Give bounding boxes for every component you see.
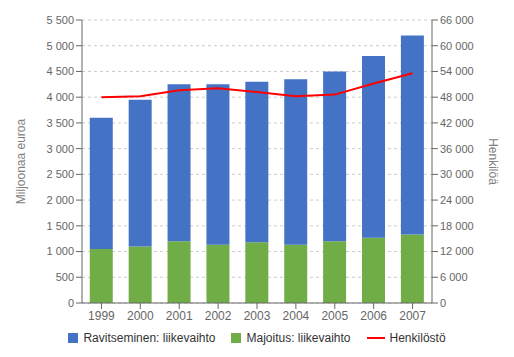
svg-text:54 000: 54 000 bbox=[440, 65, 474, 77]
svg-text:4 000: 4 000 bbox=[46, 91, 74, 103]
svg-text:1999: 1999 bbox=[88, 309, 115, 323]
svg-text:2005: 2005 bbox=[321, 309, 348, 323]
svg-text:2 500: 2 500 bbox=[46, 168, 74, 180]
svg-text:18 000: 18 000 bbox=[440, 220, 474, 232]
svg-text:2002: 2002 bbox=[205, 309, 232, 323]
html-text:Ravitseminen: liikevaihto: Ravitseminen: liikevaihto bbox=[83, 331, 216, 345]
html-text:Majoitus: liikevaihto: Majoitus: liikevaihto bbox=[246, 331, 351, 345]
svg-text:500: 500 bbox=[56, 271, 74, 283]
svg-text:2004: 2004 bbox=[283, 309, 310, 323]
svg-text:2006: 2006 bbox=[360, 309, 387, 323]
svg-text:Henkilöä: Henkilöä bbox=[486, 138, 500, 185]
svg-text:42 000: 42 000 bbox=[440, 117, 474, 129]
svg-text:3 500: 3 500 bbox=[46, 117, 74, 129]
svg-text:2007: 2007 bbox=[399, 309, 426, 323]
svg-text:30 000: 30 000 bbox=[440, 168, 474, 180]
svg-text:36 000: 36 000 bbox=[440, 143, 474, 155]
svg-text:12 000: 12 000 bbox=[440, 245, 474, 257]
svg-text:2001: 2001 bbox=[166, 309, 193, 323]
svg-text:0: 0 bbox=[68, 297, 74, 309]
svg-text:66 000: 66 000 bbox=[440, 14, 474, 26]
svg-text:2003: 2003 bbox=[244, 309, 271, 323]
svg-text:5 500: 5 500 bbox=[46, 14, 74, 26]
svg-text:3 000: 3 000 bbox=[46, 143, 74, 155]
svg-text:2 000: 2 000 bbox=[46, 194, 74, 206]
svg-text:1 000: 1 000 bbox=[46, 245, 74, 257]
svg-text:Miljoonaa euroa: Miljoonaa euroa bbox=[14, 118, 28, 204]
svg-text:24 000: 24 000 bbox=[440, 194, 474, 206]
svg-text:0: 0 bbox=[440, 297, 446, 309]
svg-text:6 000: 6 000 bbox=[440, 271, 468, 283]
svg-text:2000: 2000 bbox=[127, 309, 154, 323]
svg-text:60 000: 60 000 bbox=[440, 40, 474, 52]
svg-text:4 500: 4 500 bbox=[46, 65, 74, 77]
svg-text:1 500: 1 500 bbox=[46, 220, 74, 232]
html-text:Henkilöstö: Henkilöstö bbox=[389, 331, 446, 345]
svg-text:48 000: 48 000 bbox=[440, 91, 474, 103]
svg-text:5 000: 5 000 bbox=[46, 40, 74, 52]
